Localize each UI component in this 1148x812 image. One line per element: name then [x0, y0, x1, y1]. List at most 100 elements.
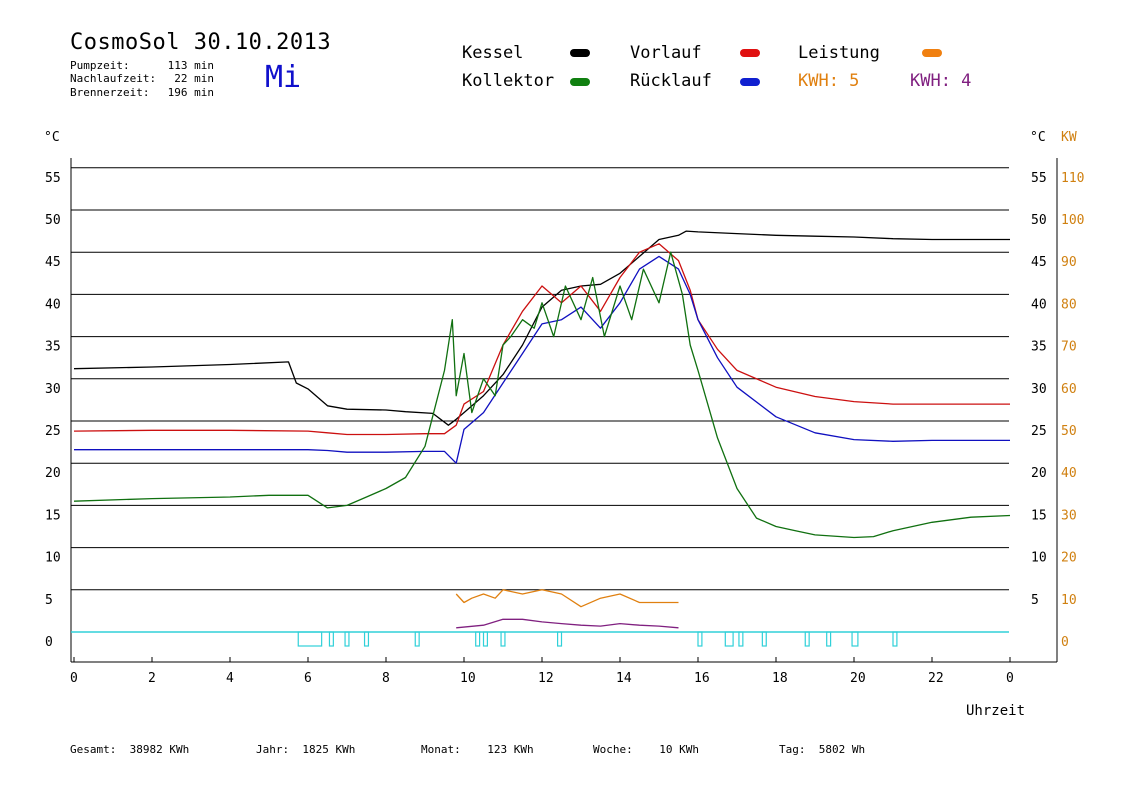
y-tick-label-right-c: 5 — [1031, 593, 1039, 608]
pump-on-interval — [363, 631, 370, 647]
pump-on-interval — [344, 631, 350, 647]
x-tick-label: 2 — [148, 671, 156, 686]
page-title: CosmoSol 30.10.2013 — [70, 30, 332, 55]
y-tick-label-left: 5 — [45, 593, 53, 608]
footer-label: Woche: — [593, 743, 633, 756]
footer-tag: Tag: 5802 Wh — [779, 743, 865, 756]
series-vorlauf — [73, 243, 1010, 436]
y-tick-label-right-kw: 100 — [1061, 213, 1084, 228]
axes — [70, 158, 1058, 663]
pump-on-interval — [297, 631, 323, 647]
legend-ruecklauf-swatch — [740, 78, 760, 86]
legend-kessel-swatch — [570, 49, 590, 57]
legend-kwh-previous: KWH: 4 — [910, 71, 972, 91]
x-tick-label: 6 — [304, 671, 312, 686]
pump-on-interval — [500, 631, 506, 647]
y-tick-label-right-c: 55 — [1031, 171, 1047, 186]
x-tick-label: 8 — [382, 671, 390, 686]
x-tick-label: 22 — [928, 671, 944, 686]
y-tick-label-left: 25 — [45, 424, 61, 439]
y-tick-label-right-c: 45 — [1031, 255, 1047, 270]
y-tick-label-left: 20 — [45, 466, 61, 481]
y-axis-unit-right-kw: KW — [1061, 130, 1077, 145]
x-tick-label: 0 — [70, 671, 78, 686]
y-tick-label-left: 10 — [45, 551, 61, 566]
footer-jahr: Jahr: 1825 KWh — [256, 743, 355, 756]
footer-monat: Monat: 123 KWh — [421, 743, 534, 756]
info-value: 22 min — [174, 72, 214, 85]
legend-vorlauf-swatch — [740, 49, 760, 57]
pump-on-interval — [556, 631, 563, 647]
footer-value: 38982 KWh — [129, 743, 190, 756]
y-tick-label-left: 35 — [45, 340, 61, 355]
info-pumpzeit: Pumpzeit: 113 min — [70, 59, 214, 72]
y-tick-label-left: 0 — [45, 635, 53, 650]
legend-leistung-swatch — [922, 49, 942, 57]
weekday-label: Mi — [265, 60, 302, 95]
series-kwh — [456, 618, 679, 629]
y-axis-unit-left: °C — [44, 130, 60, 145]
x-tick-label: 10 — [460, 671, 476, 686]
pump-on-interval — [482, 631, 488, 647]
y-tick-label-right-c: 35 — [1031, 340, 1047, 355]
x-tick-label: 14 — [616, 671, 632, 686]
x-tick-label: 16 — [694, 671, 710, 686]
y-tick-label-right-kw: 110 — [1061, 171, 1084, 186]
footer-label: Jahr: — [256, 743, 290, 756]
y-tick-label-left: 40 — [45, 297, 61, 312]
y-tick-label-right-kw: 60 — [1061, 382, 1077, 397]
x-tick-label: 18 — [772, 671, 788, 686]
y-tick-label-left: 15 — [45, 508, 61, 523]
info-nachlaufzeit: Nachlaufzeit: 22 min — [70, 72, 214, 85]
y-tick-label-left: 30 — [45, 382, 61, 397]
pump-on-interval — [475, 631, 481, 647]
footer-label: Gesamt: — [70, 743, 117, 756]
pump-on-interval — [892, 631, 898, 647]
footer-value: 1825 KWh — [302, 743, 356, 756]
legend-vorlauf-label: Vorlauf — [630, 43, 702, 63]
legend-kollektor-swatch — [570, 78, 590, 86]
pump-on-interval — [826, 631, 832, 647]
y-tick-label-right-c: 15 — [1031, 508, 1047, 523]
pump-series — [71, 631, 1009, 647]
y-tick-label-right-c: 10 — [1031, 551, 1047, 566]
pump-on-interval — [697, 631, 703, 647]
legend-kwh-today: KWH: 5 — [798, 71, 860, 91]
footer-label: Monat: — [421, 743, 461, 756]
footer-woche: Woche: 10 KWh — [593, 743, 699, 756]
pump-on-interval — [761, 631, 767, 647]
y-tick-label-right-c: 40 — [1031, 297, 1047, 312]
footer-label: Tag: — [779, 743, 806, 756]
legend-leistung-label: Leistung — [798, 43, 880, 63]
y-tick-label-right-kw: 20 — [1061, 551, 1077, 566]
y-tick-label-left: 55 — [45, 171, 61, 186]
pump-on-interval — [414, 631, 420, 647]
y-tick-label-left: 45 — [45, 255, 61, 270]
y-tick-label-right-c: 30 — [1031, 382, 1047, 397]
info-brennerzeit: Brennerzeit: 196 min — [70, 86, 214, 99]
y-tick-label-right-kw: 0 — [1061, 635, 1069, 650]
x-tick-label: 12 — [538, 671, 554, 686]
pump-on-interval — [804, 631, 810, 647]
footer-gesamt: Gesamt: 38982 KWh — [70, 743, 189, 756]
tick-labels: 0510152025303540455055510152025303540455… — [45, 171, 1084, 686]
pump-on-interval — [738, 631, 744, 647]
footer-value: 123 KWh — [487, 743, 534, 756]
series-leistung — [455, 589, 679, 608]
y-axis-unit-right-c: °C — [1030, 130, 1046, 145]
y-tick-label-right-c: 20 — [1031, 466, 1047, 481]
y-tick-label-right-kw: 40 — [1061, 466, 1077, 481]
y-tick-label-right-kw: 70 — [1061, 340, 1077, 355]
pump-on-interval — [851, 631, 859, 647]
y-tick-label-right-c: 50 — [1031, 213, 1047, 228]
pump-on-interval — [724, 631, 734, 647]
y-tick-label-left: 50 — [45, 213, 61, 228]
y-tick-label-right-kw: 50 — [1061, 424, 1077, 439]
x-tick-label: 0 — [1006, 671, 1014, 686]
legend-ruecklauf-label: Rücklauf — [630, 71, 712, 91]
series-lines — [73, 230, 1011, 629]
info-value: 113 min — [167, 59, 214, 72]
pump-on-interval — [328, 631, 334, 647]
y-tick-label-right-kw: 10 — [1061, 593, 1077, 608]
